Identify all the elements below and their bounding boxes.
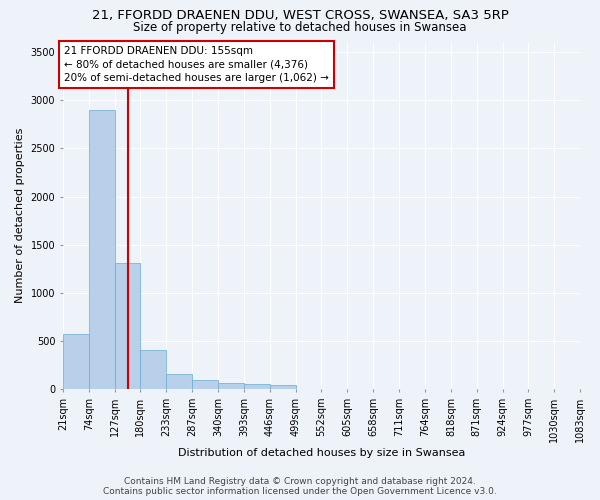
Text: Contains HM Land Registry data © Crown copyright and database right 2024.
Contai: Contains HM Land Registry data © Crown c… bbox=[103, 476, 497, 496]
Bar bbox=[115, 263, 140, 389]
Bar bbox=[193, 380, 218, 389]
X-axis label: Distribution of detached houses by size in Swansea: Distribution of detached houses by size … bbox=[178, 448, 465, 458]
Bar bbox=[63, 334, 89, 389]
Bar bbox=[140, 350, 166, 389]
Text: 21 FFORDD DRAENEN DDU: 155sqm
← 80% of detached houses are smaller (4,376)
20% o: 21 FFORDD DRAENEN DDU: 155sqm ← 80% of d… bbox=[64, 46, 329, 83]
Bar bbox=[218, 384, 244, 389]
Bar bbox=[270, 385, 296, 389]
Y-axis label: Number of detached properties: Number of detached properties bbox=[15, 128, 25, 304]
Bar bbox=[244, 384, 270, 389]
Bar bbox=[166, 374, 192, 389]
Text: Size of property relative to detached houses in Swansea: Size of property relative to detached ho… bbox=[133, 21, 467, 34]
Bar bbox=[89, 110, 115, 389]
Text: 21, FFORDD DRAENEN DDU, WEST CROSS, SWANSEA, SA3 5RP: 21, FFORDD DRAENEN DDU, WEST CROSS, SWAN… bbox=[92, 9, 508, 22]
